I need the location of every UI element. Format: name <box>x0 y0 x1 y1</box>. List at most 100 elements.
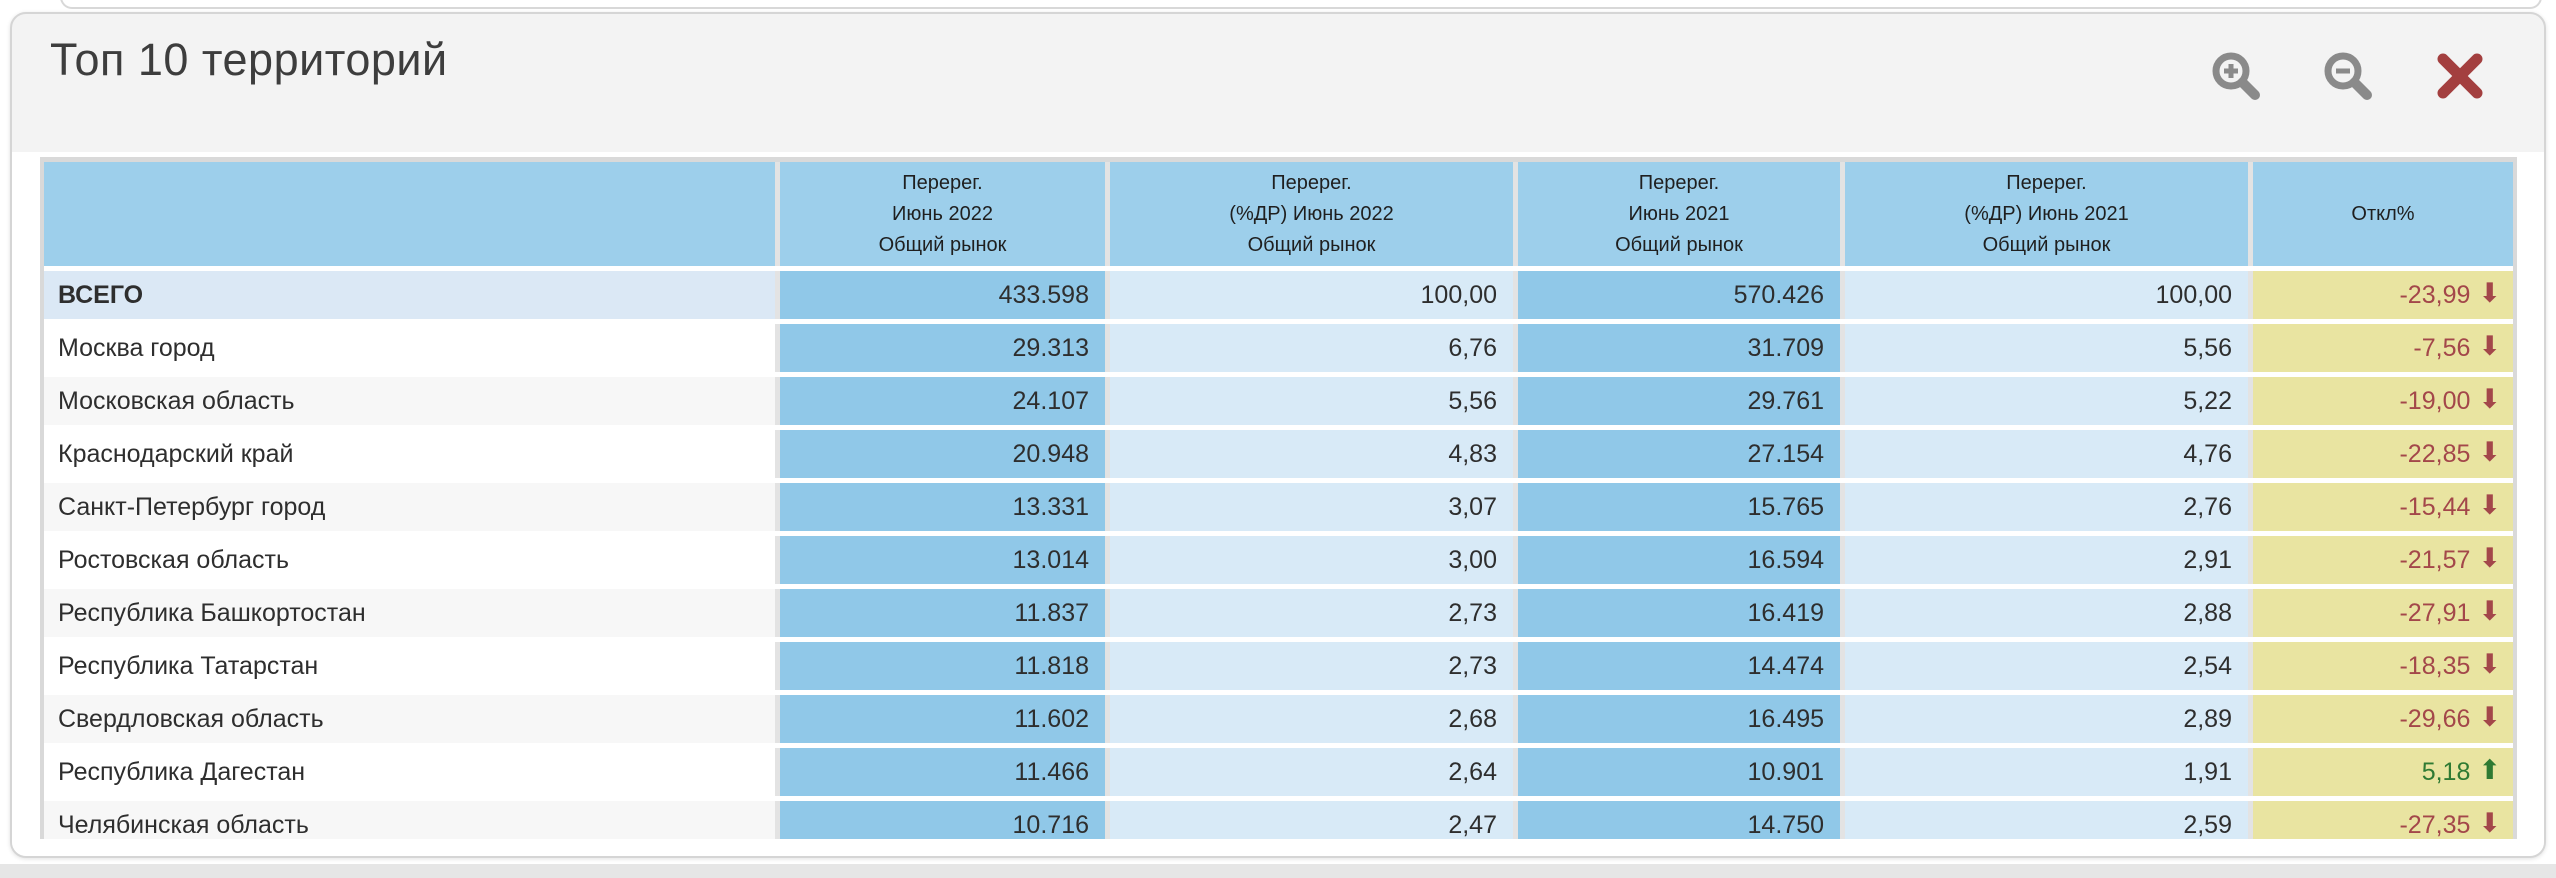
territory-cell: Республика Дагестан <box>44 748 780 796</box>
share-june-2021-cell: 2,59 <box>1845 801 2253 839</box>
reg-june-2022-cell: 29.313 <box>780 324 1110 372</box>
deviation-value: -21,57 <box>2399 545 2471 574</box>
top10-territories-widget: Топ 10 территорий <box>10 12 2546 858</box>
trend-down-icon: ⬇ <box>2478 436 2501 467</box>
share-june-2021-cell: 2,89 <box>1845 695 2253 743</box>
territory-cell: Санкт-Петербург город <box>44 483 780 531</box>
deviation-value: -15,44 <box>2399 492 2471 521</box>
widget-title: Топ 10 территорий <box>50 34 448 85</box>
reg-june-2021-cell: 14.474 <box>1518 642 1845 690</box>
reg-june-2022-cell: 11.837 <box>780 589 1110 637</box>
deviation-value: -23,99 <box>2399 280 2471 309</box>
reg-june-2021-cell: 15.765 <box>1518 483 1845 531</box>
zoom-in-button[interactable] <box>2208 48 2264 104</box>
widget-header: Топ 10 территорий <box>12 14 2544 152</box>
column-header-line: (%ДР) Июнь 2021 <box>1964 202 2129 225</box>
column-header-line: Перерег. <box>902 171 983 194</box>
territory-cell: Москва город <box>44 324 780 372</box>
reg-june-2021-cell: 16.495 <box>1518 695 1845 743</box>
column-header-line: Перерег. <box>1638 171 1720 194</box>
share-june-2021-cell: 2,76 <box>1845 483 2253 531</box>
reg-june-2022-cell: 11.602 <box>780 695 1110 743</box>
trend-down-icon: ⬇ <box>2478 277 2501 308</box>
deviation-cell: -21,57 ⬇ <box>2253 536 2513 584</box>
column-header-line: Июнь 2022 <box>892 202 993 225</box>
trend-down-icon: ⬇ <box>2478 330 2501 361</box>
column-header-line: Откл% <box>2351 202 2415 225</box>
column-header-line: Общий рынок <box>1615 233 1743 256</box>
trend-down-icon: ⬇ <box>2478 595 2501 626</box>
zoom-in-icon <box>2212 52 2260 100</box>
deviation-value: -18,35 <box>2399 651 2471 680</box>
trend-down-icon: ⬇ <box>2478 701 2501 732</box>
column-header-line: (%ДР) Июнь 2022 <box>1229 202 1394 225</box>
reg-june-2021-cell: 14.750 <box>1518 801 1845 839</box>
share-june-2022-cell: 2,73 <box>1110 642 1518 690</box>
deviation-value: -27,35 <box>2399 810 2471 839</box>
share-june-2022-cell: 6,76 <box>1110 324 1518 372</box>
share-june-2021-cell: 5,56 <box>1845 324 2253 372</box>
share-june-2021-cell: 2,54 <box>1845 642 2253 690</box>
reg-june-2021-cell: 29.761 <box>1518 377 1845 425</box>
reg-june-2021-cell: 27.154 <box>1518 430 1845 478</box>
share-june-2022-cell: 5,56 <box>1110 377 1518 425</box>
territory-cell: Московская область <box>44 377 780 425</box>
column-header-share-june-2022: Перерег. (%ДР) Июнь 2022 Общий рынок <box>1110 162 1518 266</box>
column-header-line: Перерег. <box>1271 171 1352 194</box>
column-header-line: Общий рынок <box>1247 233 1376 256</box>
share-june-2021-cell: 4,76 <box>1845 430 2253 478</box>
reg-june-2022-cell: 13.331 <box>780 483 1110 531</box>
share-june-2022-cell: 3,00 <box>1110 536 1518 584</box>
territory-cell: Свердловская область <box>44 695 780 743</box>
page-bottom-strip <box>0 864 2556 878</box>
territories-table: Перерег. Июнь 2022 Общий рынок Перерег. (%ДР… <box>44 162 2513 839</box>
zoom-out-button[interactable] <box>2320 48 2376 104</box>
deviation-cell: -7,56 ⬇ <box>2253 324 2513 372</box>
upper-widget-edge <box>60 0 2542 9</box>
column-header-deviation: Откл% <box>2253 162 2513 266</box>
territory-cell: Краснодарский край <box>44 430 780 478</box>
trend-down-icon: ⬇ <box>2478 648 2501 679</box>
deviation-value: -27,91 <box>2399 598 2471 627</box>
column-header-territory <box>44 162 780 266</box>
share-june-2022-cell: 2,47 <box>1110 801 1518 839</box>
zoom-out-icon <box>2324 52 2372 100</box>
territory-cell: ВСЕГО <box>44 271 780 319</box>
share-june-2022-cell: 100,00 <box>1110 271 1518 319</box>
deviation-cell: -27,35 ⬇ <box>2253 801 2513 839</box>
share-june-2021-cell: 2,88 <box>1845 589 2253 637</box>
reg-june-2022-cell: 20.948 <box>780 430 1110 478</box>
column-header-line: Общий рынок <box>1982 233 2111 256</box>
column-header-reg-june-2022: Перерег. Июнь 2022 Общий рынок <box>780 162 1110 266</box>
deviation-value: -22,85 <box>2399 439 2471 468</box>
widget-toolbar <box>2208 30 2488 104</box>
column-header-reg-june-2021: Перерег. Июнь 2021 Общий рынок <box>1518 162 1845 266</box>
share-june-2021-cell: 2,91 <box>1845 536 2253 584</box>
share-june-2022-cell: 2,68 <box>1110 695 1518 743</box>
reg-june-2022-cell: 10.716 <box>780 801 1110 839</box>
reg-june-2021-cell: 10.901 <box>1518 748 1845 796</box>
trend-down-icon: ⬇ <box>2478 383 2501 414</box>
reg-june-2022-cell: 433.598 <box>780 271 1110 319</box>
column-header-line: Перерег. <box>2006 171 2087 194</box>
reg-june-2021-cell: 31.709 <box>1518 324 1845 372</box>
deviation-value: -19,00 <box>2399 386 2471 415</box>
trend-down-icon: ⬇ <box>2478 489 2501 520</box>
share-june-2021-cell: 100,00 <box>1845 271 2253 319</box>
trend-down-icon: ⬇ <box>2478 807 2501 838</box>
reg-june-2021-cell: 16.594 <box>1518 536 1845 584</box>
deviation-cell: -29,66 ⬇ <box>2253 695 2513 743</box>
deviation-cell: -15,44 ⬇ <box>2253 483 2513 531</box>
deviation-value: 5,18 <box>2421 757 2471 786</box>
territory-cell: Республика Татарстан <box>44 642 780 690</box>
reg-june-2022-cell: 24.107 <box>780 377 1110 425</box>
reg-june-2021-cell: 570.426 <box>1518 271 1845 319</box>
close-button[interactable] <box>2432 48 2488 104</box>
deviation-cell: -27,91 ⬇ <box>2253 589 2513 637</box>
deviation-cell: -23,99 ⬇ <box>2253 271 2513 319</box>
share-june-2022-cell: 3,07 <box>1110 483 1518 531</box>
share-june-2021-cell: 5,22 <box>1845 377 2253 425</box>
column-header-line: Июнь 2021 <box>1628 202 1730 225</box>
widget-body: Перерег. Июнь 2022 Общий рынок Перерег. (%ДР… <box>12 152 2544 856</box>
share-june-2022-cell: 2,64 <box>1110 748 1518 796</box>
